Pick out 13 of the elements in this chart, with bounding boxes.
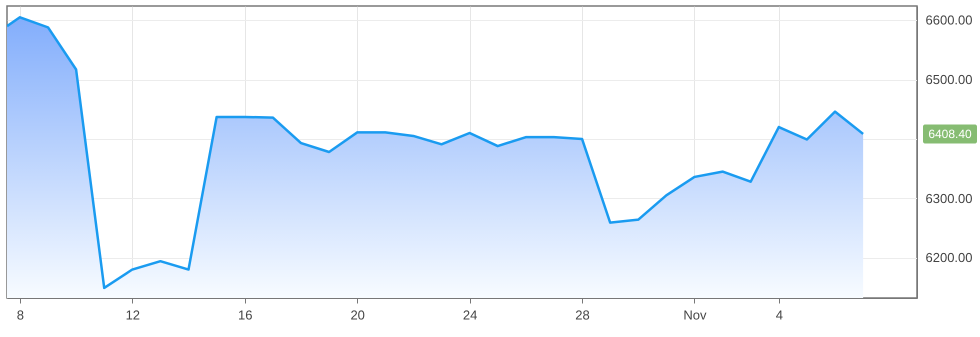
text: 6408.40 [928, 126, 972, 141]
x-tick-label: 20 [350, 308, 365, 322]
y-tick-label: 6600.00 [926, 12, 972, 28]
y-tick-label: 6200.00 [926, 250, 972, 266]
x-tick-label: 28 [575, 308, 590, 322]
y-tick-label: 6300.00 [926, 190, 972, 206]
x-tick-label: 8 [16, 308, 24, 322]
x-tick-label: 24 [462, 308, 478, 322]
x-tick-label: 4 [776, 308, 783, 322]
x-tick-label: 12 [126, 308, 140, 322]
x-tick-label: 16 [238, 308, 252, 322]
y-tick-label: 6500.00 [926, 72, 972, 88]
x-tick-label: Nov [683, 308, 708, 322]
